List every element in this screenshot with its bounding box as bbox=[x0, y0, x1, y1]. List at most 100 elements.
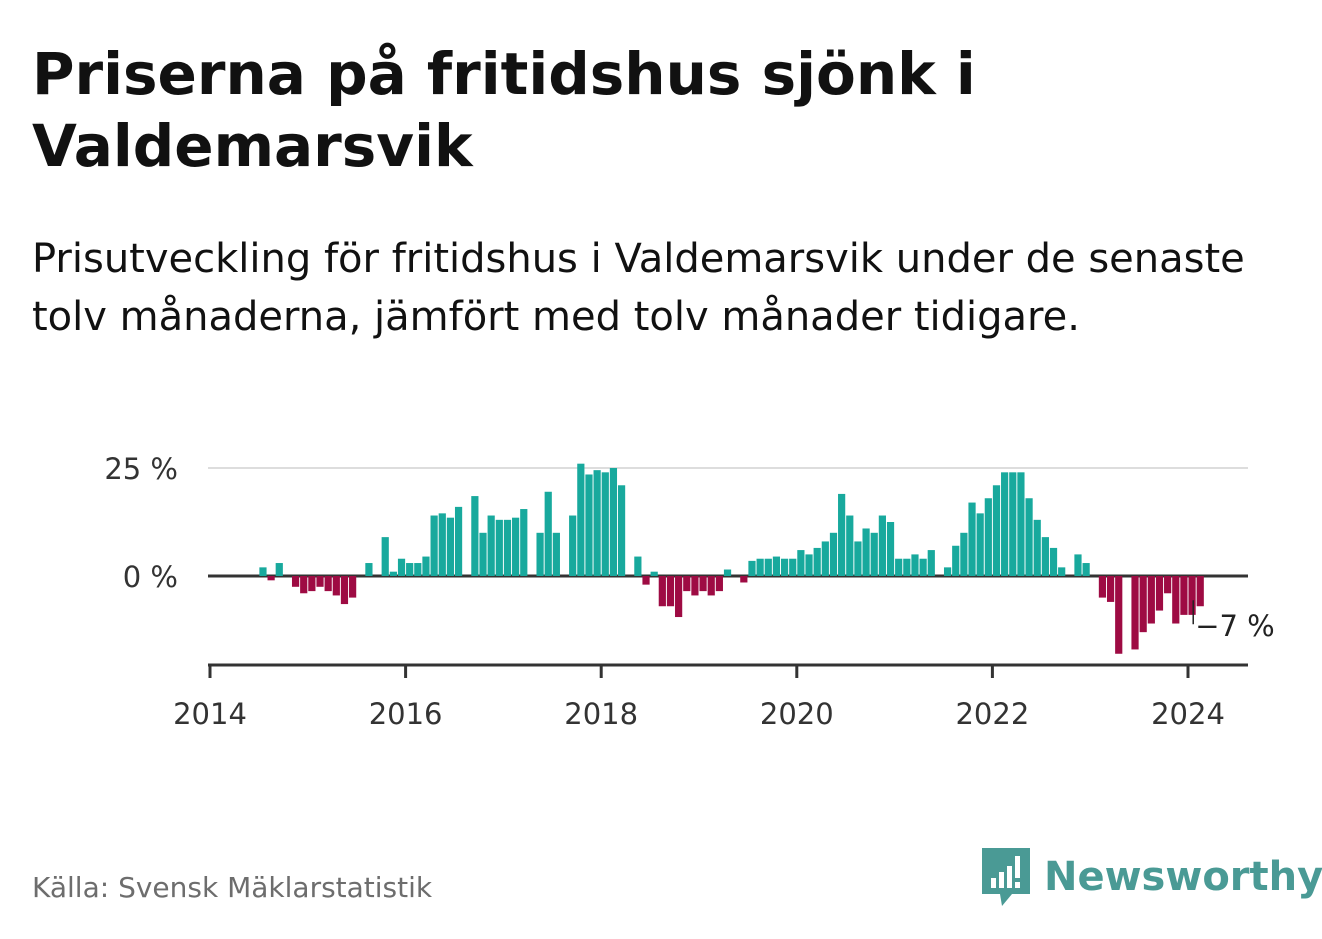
bar bbox=[316, 576, 324, 587]
bar bbox=[577, 463, 585, 576]
bar bbox=[1180, 576, 1188, 615]
bar bbox=[960, 532, 968, 576]
bar bbox=[291, 576, 300, 587]
bar bbox=[952, 545, 960, 576]
bar bbox=[707, 576, 715, 596]
bar bbox=[308, 576, 316, 592]
bar bbox=[976, 513, 984, 576]
bar bbox=[797, 550, 805, 576]
bars bbox=[259, 463, 1204, 654]
bar bbox=[984, 498, 992, 576]
bar bbox=[838, 493, 846, 576]
bar bbox=[267, 576, 275, 581]
bar bbox=[870, 532, 878, 576]
bar bbox=[259, 567, 267, 576]
bar bbox=[854, 541, 862, 576]
bar-chart: 25 % 0 % 2014 2016 2018 2020 2022 2024 −7 % bbox=[104, 452, 1274, 731]
bar bbox=[512, 517, 520, 576]
bar bbox=[1074, 554, 1082, 576]
bar bbox=[324, 576, 332, 592]
bar bbox=[691, 576, 699, 596]
bar bbox=[1001, 472, 1009, 576]
bar bbox=[1033, 519, 1041, 576]
bar bbox=[520, 509, 528, 576]
x-tick-label: 2014 bbox=[173, 697, 247, 731]
bar bbox=[666, 576, 675, 607]
bar bbox=[536, 532, 544, 576]
bar bbox=[895, 558, 903, 576]
bar bbox=[846, 515, 854, 576]
bar bbox=[780, 558, 789, 576]
bar bbox=[764, 558, 772, 576]
bar bbox=[446, 517, 455, 576]
x-tick-label: 2018 bbox=[564, 697, 638, 731]
newsworthy-logo-icon bbox=[982, 848, 1030, 906]
bar bbox=[349, 576, 357, 598]
bar bbox=[862, 528, 870, 576]
bar bbox=[675, 576, 683, 618]
bar bbox=[593, 470, 601, 576]
bar bbox=[1017, 472, 1025, 576]
bar bbox=[683, 576, 691, 592]
bar bbox=[569, 515, 577, 576]
bar bbox=[650, 571, 658, 576]
x-tick-label: 2020 bbox=[760, 697, 834, 731]
bar bbox=[715, 576, 723, 592]
bar bbox=[438, 513, 446, 576]
bar bbox=[275, 563, 283, 576]
bar bbox=[634, 556, 642, 576]
bar bbox=[1058, 567, 1066, 576]
brand-name: Newsworthy bbox=[1044, 854, 1322, 900]
chart-subtitle: Prisutveckling för fritidshus i Valdemar… bbox=[32, 236, 1245, 340]
axes bbox=[208, 663, 1248, 678]
bar bbox=[756, 558, 764, 576]
bar bbox=[886, 522, 895, 576]
bar bbox=[1009, 472, 1017, 576]
bar bbox=[397, 558, 406, 576]
bar bbox=[829, 532, 838, 576]
bar bbox=[1106, 576, 1115, 602]
bar bbox=[919, 558, 927, 576]
bar bbox=[422, 556, 430, 576]
y-tick-label: 0 % bbox=[123, 560, 178, 594]
bar bbox=[723, 569, 732, 576]
bar bbox=[487, 515, 495, 576]
bar bbox=[1098, 576, 1107, 598]
bar bbox=[495, 519, 503, 576]
bar bbox=[414, 563, 422, 576]
bar bbox=[479, 532, 487, 576]
x-tick-label: 2024 bbox=[1151, 697, 1225, 731]
bar bbox=[389, 571, 397, 576]
bar bbox=[1172, 576, 1180, 624]
bar bbox=[381, 537, 389, 576]
bar bbox=[365, 563, 373, 576]
x-tick-label: 2022 bbox=[955, 697, 1029, 731]
chart-title: Priserna på fritidshus sjönk i Valdemars… bbox=[32, 40, 976, 180]
bar bbox=[332, 576, 340, 596]
bar bbox=[1155, 576, 1164, 611]
bar bbox=[911, 554, 919, 576]
labels: 25 % 0 % 2014 2016 2018 2020 2022 2024 −7 % bbox=[104, 452, 1274, 731]
bar bbox=[601, 472, 609, 576]
bar bbox=[1196, 576, 1204, 607]
bar bbox=[658, 576, 666, 607]
latest-value-label: −7 % bbox=[1195, 609, 1275, 643]
bar bbox=[471, 496, 479, 576]
bar bbox=[789, 558, 797, 576]
bar bbox=[642, 576, 650, 585]
bar bbox=[699, 576, 707, 592]
bar bbox=[1131, 576, 1139, 650]
bar bbox=[430, 515, 438, 576]
bar bbox=[821, 541, 829, 576]
bar bbox=[1049, 547, 1058, 576]
bar bbox=[406, 563, 414, 576]
bar bbox=[340, 576, 349, 605]
bar bbox=[1025, 498, 1033, 576]
bar bbox=[300, 576, 308, 594]
bar bbox=[903, 558, 911, 576]
bar bbox=[943, 567, 952, 576]
bar bbox=[503, 519, 512, 576]
bar bbox=[805, 554, 813, 576]
bar bbox=[740, 576, 748, 583]
bar bbox=[1082, 563, 1090, 576]
